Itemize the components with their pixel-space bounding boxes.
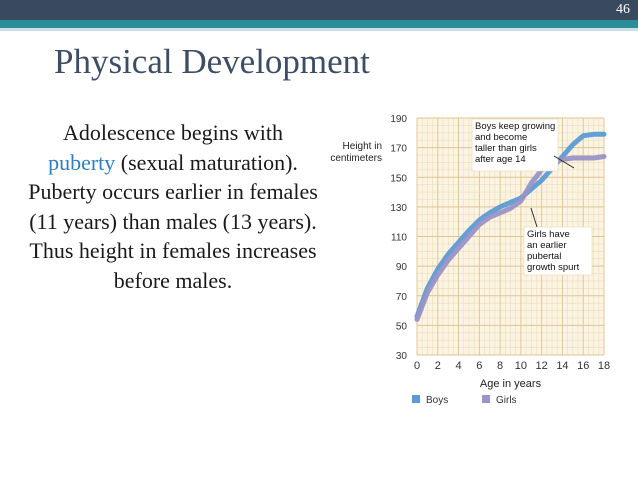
legend-label-boys: Boys [426,395,448,406]
x-tick-label: 18 [598,360,610,372]
y-tick-label: 70 [396,292,408,303]
body-text-end: (sexual maturation). Puberty occurs earl… [28,149,318,293]
body-text-start: Adolescence begins with [63,120,283,145]
annotation-text: Girls have an earlier pubertal growth spurt [527,229,580,273]
x-tick-label: 12 [536,360,548,372]
x-tick-label: 10 [515,360,527,372]
series-line-boys [414,131,607,319]
slide-title: Physical Development [54,42,370,81]
legend-label-girls: Girls [496,395,517,406]
header-accent-band [0,20,638,28]
body-text: Adolescence begins with puberty (sexual … [28,118,318,295]
slide-number: 46 [616,2,630,17]
legend-swatch-girls [482,395,490,403]
x-tick-label: 14 [556,360,568,372]
annotation-leader [530,207,538,228]
annotation-text: Boys keep growing and become taller than g… [475,121,555,165]
annotation-box [471,118,559,172]
y-tick-label: 150 [390,173,407,184]
height-growth-chart: 30 50 70 90 110 130 150 170 190 0 2 4 6 8 10 12 14 16 18 Ag… [330,114,610,406]
y-tick-label: 90 [396,262,408,273]
y-tick-label: 110 [391,233,407,244]
x-tick-label: 8 [497,360,503,372]
y-tick-label: 190 [390,114,407,125]
y-tick-label: 30 [396,351,408,362]
header-accent-line [0,28,638,31]
x-axis-label: Age in years [480,378,542,390]
legend-swatch-boys [412,395,420,403]
x-tick-label: 6 [476,360,482,372]
x-tick-label: 2 [435,360,441,372]
header-bar [0,0,638,20]
y-tick-label: 170 [390,144,407,155]
y-tick-label: 130 [390,203,407,214]
x-tick-label: 16 [577,360,589,372]
y-axis-label: Height in centimeters [330,141,382,164]
x-tick-label: 0 [414,360,420,372]
series-line-girls [414,154,607,322]
annotation-leader [553,155,575,169]
annotation-box [523,226,593,276]
y-tick-label: 50 [396,321,408,332]
puberty-term: puberty [48,149,116,175]
x-tick-label: 4 [455,360,461,372]
